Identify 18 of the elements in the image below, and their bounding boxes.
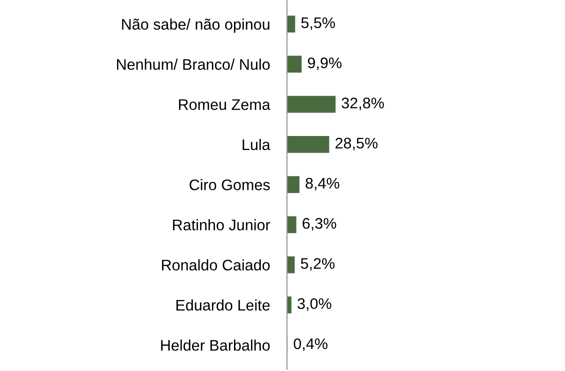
data-label: 32,8% bbox=[342, 98, 384, 110]
y-tick-label: Nenhum/ Branco/ Nulo bbox=[117, 58, 270, 70]
y-tick-label: Ratinho Junior bbox=[173, 219, 270, 230]
y-tick-label: Eduardo Leite bbox=[176, 299, 270, 311]
data-label: 9,9% bbox=[308, 57, 342, 70]
data-label: 5,5% bbox=[301, 17, 335, 30]
y-tick-label: Lula bbox=[242, 138, 270, 150]
data-label: 8,4% bbox=[306, 178, 340, 190]
y-tick-label: Ronaldo Caiado bbox=[162, 259, 270, 271]
y-tick-label: Não sabe/ não opinou bbox=[122, 18, 270, 33]
data-label: 28,5% bbox=[336, 138, 378, 150]
y-tick-label: Ciro Gomes bbox=[190, 179, 270, 190]
y-tick-label: Helder Barbalho bbox=[161, 340, 270, 351]
data-label: 3,0% bbox=[298, 298, 332, 311]
data-label: 6,3% bbox=[302, 218, 336, 231]
y-tick-label: Romeu Zema bbox=[179, 99, 270, 110]
data-label: 0,4% bbox=[294, 338, 328, 351]
data-label: 5,2% bbox=[300, 258, 335, 271]
